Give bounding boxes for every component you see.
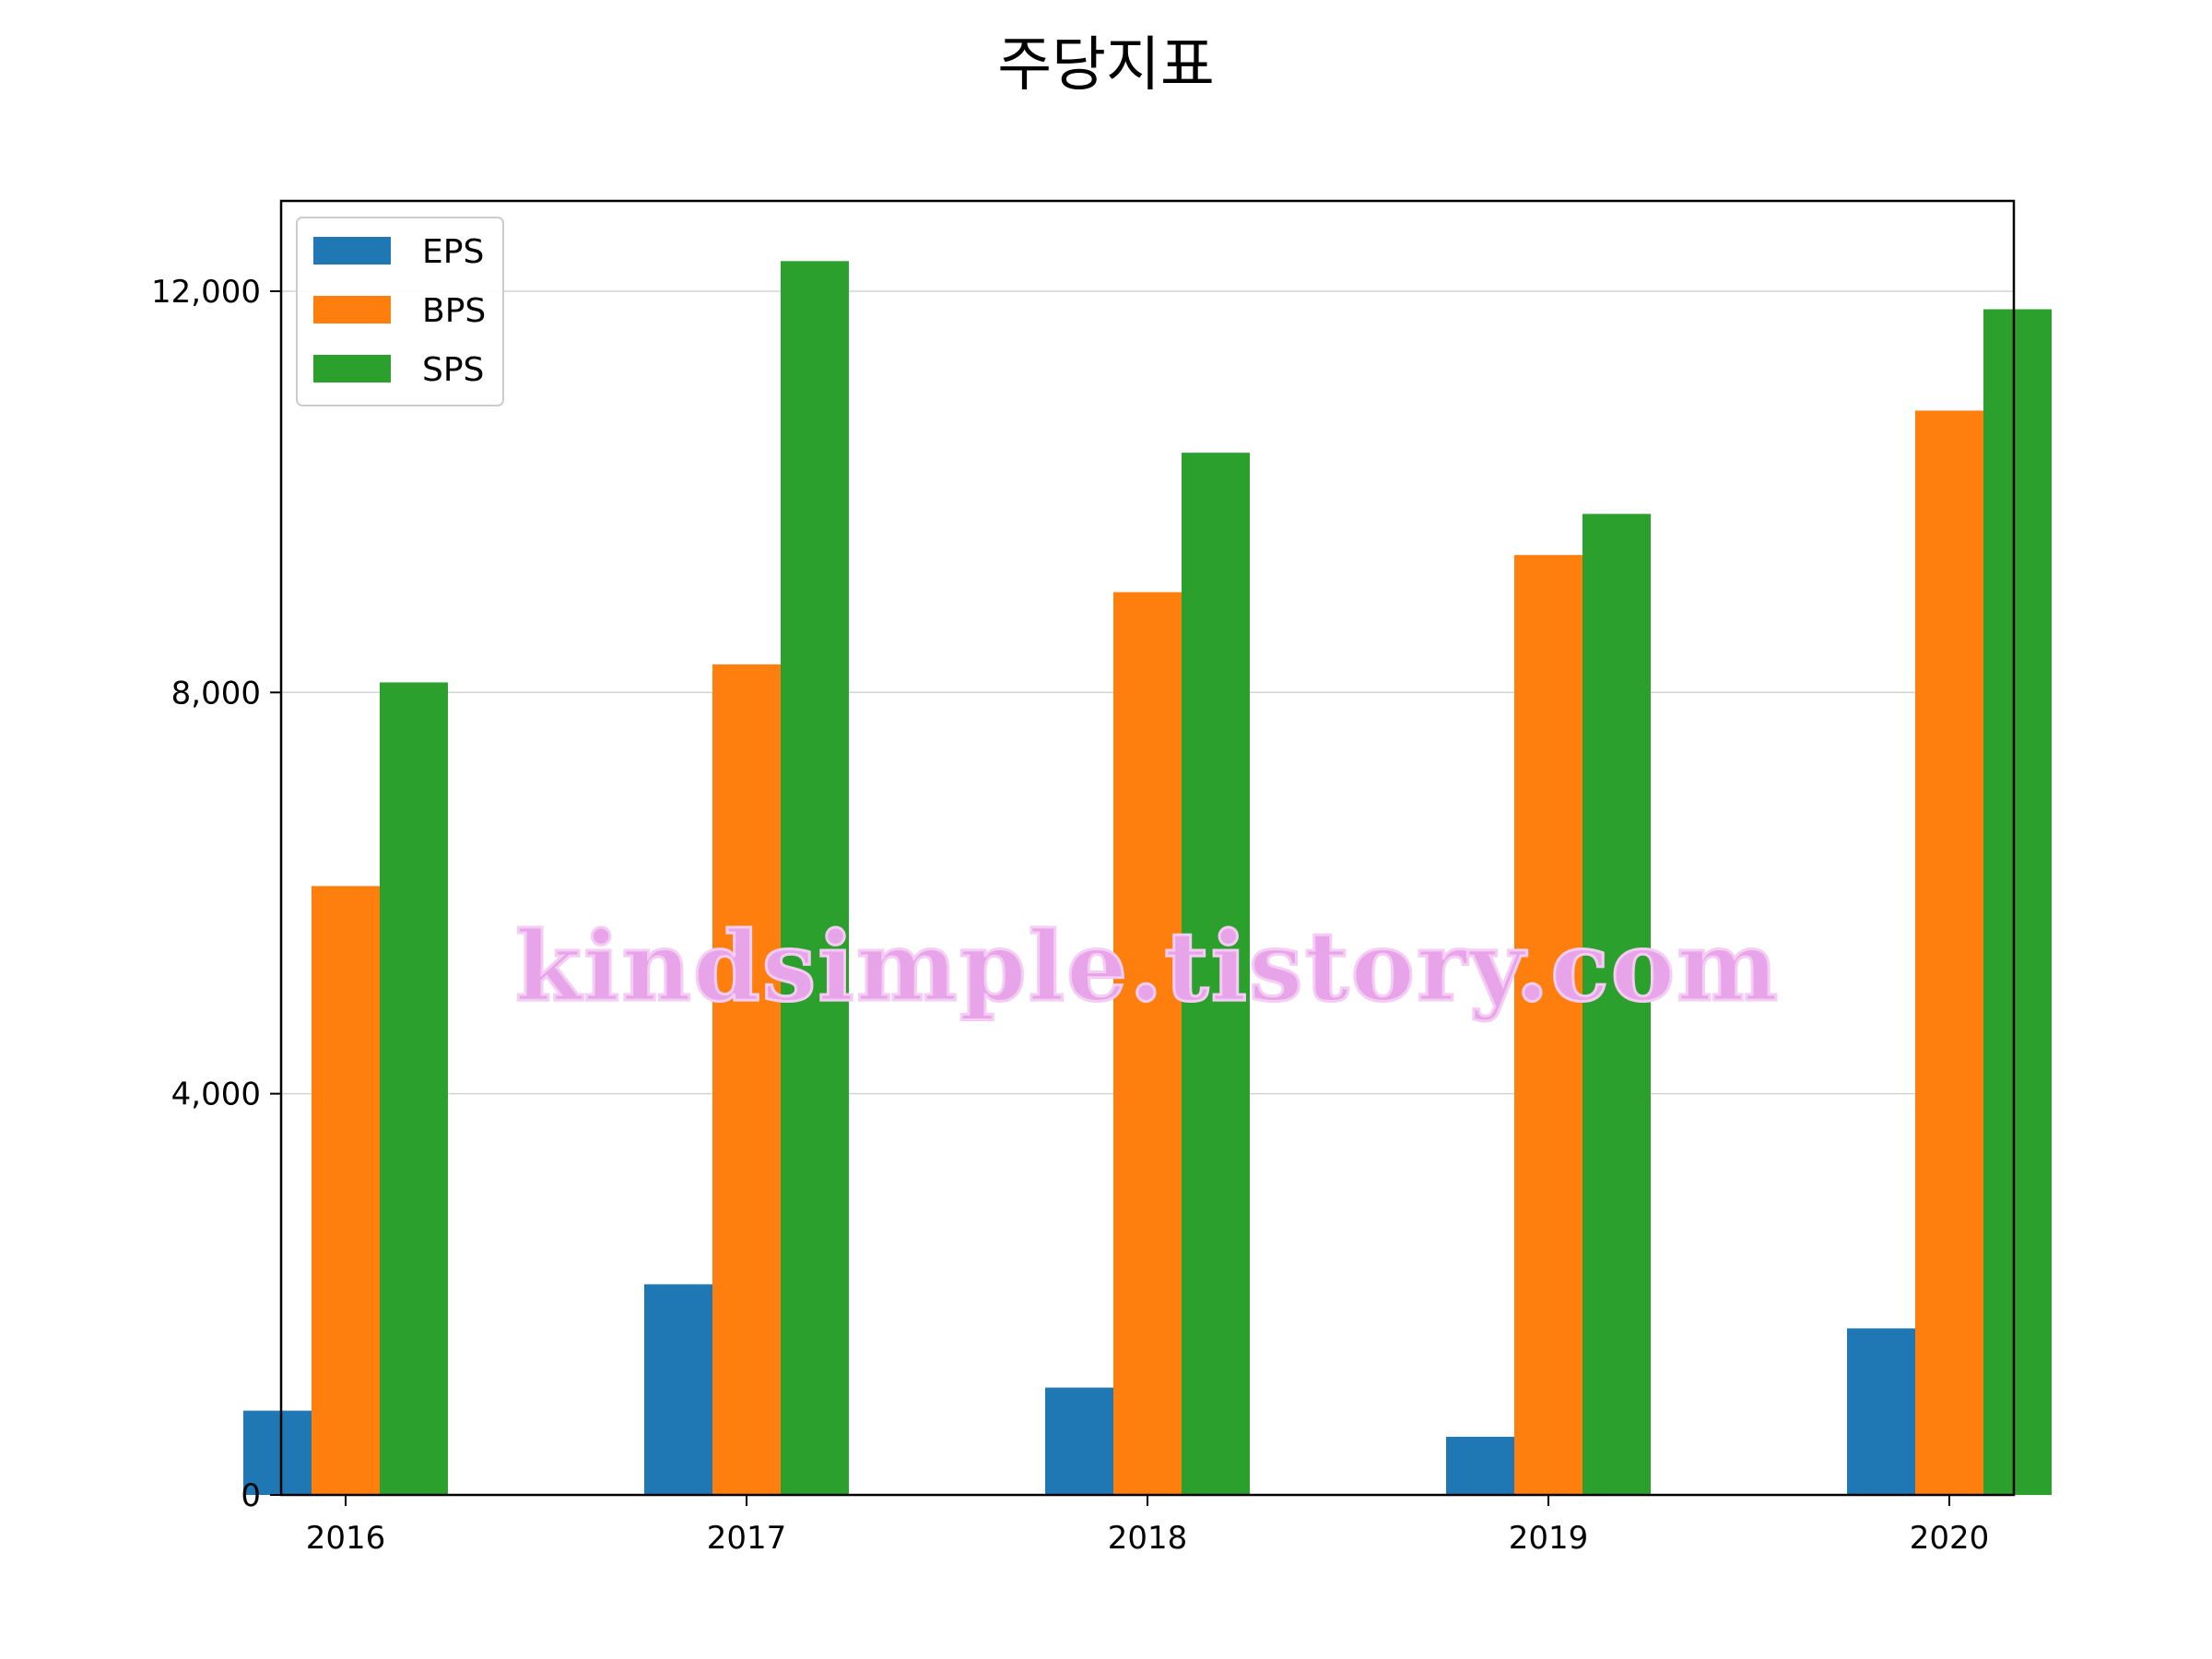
chart-title: 주당지표 (997, 31, 1215, 100)
bar-sps-2018 (1182, 453, 1250, 1495)
x-tick-label: 2018 (1108, 1520, 1188, 1557)
legend-swatch-sps (313, 355, 391, 382)
bar-bps-2020 (1915, 410, 1983, 1496)
bar-eps-2018 (1045, 1387, 1113, 1495)
bar-bps-2017 (712, 664, 781, 1495)
bar-eps-2019 (1446, 1436, 1514, 1495)
bar-eps-2017 (644, 1284, 712, 1495)
x-tick-label: 2020 (1910, 1520, 1990, 1557)
legend-swatch-bps (313, 296, 391, 324)
y-tick-label: 0 (241, 1477, 261, 1514)
legend-swatch-eps (313, 237, 391, 265)
bar-sps-2016 (380, 682, 448, 1495)
watermark-text: kindsimple.tistory.com (515, 910, 1780, 1023)
bar-bps-2016 (312, 886, 380, 1495)
legend-label-eps: EPS (422, 233, 484, 271)
legend-label-sps: SPS (422, 351, 484, 389)
bar-eps-2016 (243, 1410, 312, 1495)
y-tick-label: 8,000 (171, 675, 261, 712)
legend-label-bps: BPS (422, 292, 486, 330)
bar-sps-2020 (1983, 309, 2052, 1495)
bar-eps-2020 (1847, 1328, 1915, 1495)
y-tick-label: 12,000 (151, 274, 261, 311)
x-tick-label: 2019 (1509, 1520, 1589, 1557)
bar-bps-2018 (1113, 592, 1182, 1495)
bar-sps-2019 (1583, 513, 1651, 1496)
x-tick-label: 2017 (707, 1520, 787, 1557)
legend: EPS BPS SPS (296, 217, 504, 406)
bars (243, 261, 2052, 1496)
axes: 0 4,000 8,000 12,000 2016 2017 2018 2019 2020 (151, 274, 1989, 1557)
x-tick-label: 2016 (306, 1520, 386, 1557)
bar-sps-2017 (781, 261, 849, 1495)
y-tick-label: 4,000 (171, 1077, 261, 1113)
bar-bps-2019 (1514, 555, 1583, 1495)
